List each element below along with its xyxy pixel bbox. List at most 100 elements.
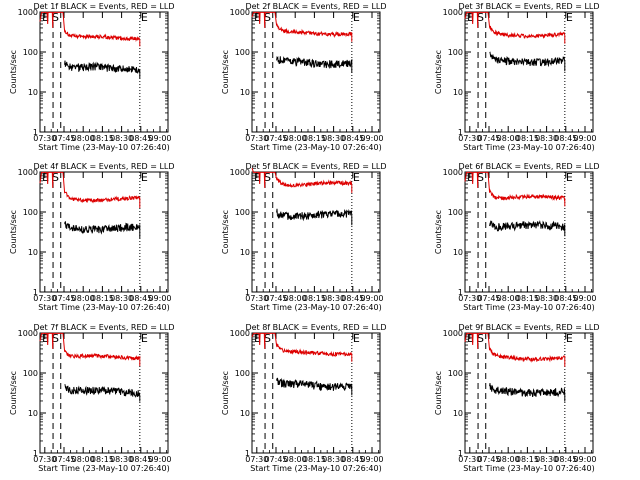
x-tick-label: 08:30 [322,294,345,303]
x-tick-label: 08:45 [341,134,364,143]
series-events-line [276,208,353,226]
x-tick-label: 08:00 [497,294,520,303]
series-events-line [64,221,141,239]
series-lld-line [39,171,141,208]
x-axis-label: Start Time (23-May-10 07:26:40) [250,303,381,312]
y-axis-label: Counts/sec [434,210,443,254]
y-tick-label: 10 [453,409,463,418]
plot-frame [251,171,381,293]
marker-label-s: S [477,171,484,184]
marker-label-e: E [254,171,261,184]
marker-label-s: S [264,332,271,345]
y-tick-label: 10 [28,88,38,97]
y-tick-label: 100 [448,208,463,217]
y-tick-label: 1 [458,449,463,458]
plot-frame [251,332,381,454]
marker-label-e: E [254,332,261,345]
plot-panel-9: Det 9f BLACK = Events, RED = LLD 1 10 100 10… [434,323,600,473]
y-tick-label: 10 [453,248,463,257]
x-tick-label: 08:15 [303,455,326,464]
x-tick-label: 08:45 [554,134,577,143]
x-tick-label: 07:30 [458,455,481,464]
plot-panel-6: Det 6f BLACK = Events, RED = LLD 1 10 100 10… [434,162,600,312]
plot-frame [464,332,594,454]
x-tick-label: 08:30 [110,455,133,464]
series-events-line [489,383,566,402]
marker-label-end: E [566,171,573,184]
marker-label-e: E [254,11,261,24]
series-events-line [489,220,566,237]
x-tick-label: 08:15 [91,294,114,303]
plot-panel-2: Det 2f BLACK = Events, RED = LLD 1 10 100 10… [221,2,387,152]
marker-label-s: S [52,11,59,24]
x-tick-label: 07:30 [458,134,481,143]
x-axis-label: Start Time (23-May-10 07:26:40) [38,143,169,152]
marker-label-s: S [264,11,271,24]
x-tick-label: 08:15 [91,455,114,464]
y-tick-label: 100 [23,208,38,217]
y-tick-label: 100 [448,369,463,378]
series-events-line [64,383,141,402]
y-tick-label: 1 [33,128,38,137]
plot-title: Det 1f BLACK = Events, RED = LLD [33,2,174,11]
series-events-line [276,55,353,73]
y-tick-label: 10 [240,409,250,418]
series-lld-line [251,11,353,42]
marker-label-end: E [353,332,360,345]
x-tick-label: 07:45 [52,134,75,143]
plot-panel-7: Det 7f BLACK = Events, RED = LLD 1 10 100 10… [9,323,175,473]
y-tick-label: 10 [453,88,463,97]
x-axis-label: Start Time (23-May-10 07:26:40) [250,143,381,152]
x-tick-label: 08:45 [129,294,152,303]
series-events-line [64,60,141,79]
x-tick-label: 08:15 [516,455,539,464]
y-tick-label: 1000 [230,168,250,177]
x-axis-label: Start Time (23-May-10 07:26:40) [38,464,169,473]
x-axis-label: Start Time (23-May-10 07:26:40) [463,143,594,152]
marker-label-e: E [42,171,49,184]
y-axis-label: Counts/sec [9,371,18,415]
x-tick-label: 07:30 [33,455,56,464]
series-lld-line [39,332,141,366]
x-tick-label: 07:45 [264,294,287,303]
plot-title: Det 3f BLACK = Events, RED = LLD [458,2,599,11]
marker-label-end: E [141,171,148,184]
x-tick-label: 08:00 [497,455,520,464]
x-tick-label: 08:00 [72,294,95,303]
marker-label-end: E [141,11,148,24]
y-tick-label: 10 [28,409,38,418]
y-tick-label: 1 [458,128,463,137]
x-tick-label: 08:30 [110,294,133,303]
y-axis-label: Counts/sec [9,50,18,94]
x-tick-label: 08:00 [497,134,520,143]
x-tick-label: 07:30 [33,294,56,303]
plot-title: Det 2f BLACK = Events, RED = LLD [245,2,386,11]
y-tick-label: 1000 [18,8,38,17]
x-tick-label: 08:30 [110,134,133,143]
x-tick-label: 08:45 [341,455,364,464]
x-axis-label: Start Time (23-May-10 07:26:40) [38,303,169,312]
series-lld-line [39,11,141,47]
x-tick-label: 08:00 [284,455,307,464]
x-tick-label: 08:00 [284,294,307,303]
y-tick-label: 100 [23,369,38,378]
y-tick-label: 1000 [443,329,463,338]
x-tick-label: 07:30 [458,294,481,303]
x-tick-label: 08:00 [72,455,95,464]
plot-title: Det 7f BLACK = Events, RED = LLD [33,323,174,332]
y-axis-label: Counts/sec [221,210,230,254]
y-tick-label: 1000 [18,168,38,177]
series-lld-line [464,11,566,44]
y-tick-label: 1 [245,288,250,297]
y-tick-label: 1000 [18,329,38,338]
x-axis-label: Start Time (23-May-10 07:26:40) [463,464,594,473]
y-tick-label: 100 [235,369,250,378]
x-axis-label: Start Time (23-May-10 07:26:40) [463,303,594,312]
marker-label-end: E [353,171,360,184]
plot-title: Det 9f BLACK = Events, RED = LLD [458,323,599,332]
x-tick-label: 07:45 [52,455,75,464]
plot-frame [464,11,594,133]
y-tick-label: 10 [28,248,38,257]
x-tick-label: 08:45 [554,294,577,303]
